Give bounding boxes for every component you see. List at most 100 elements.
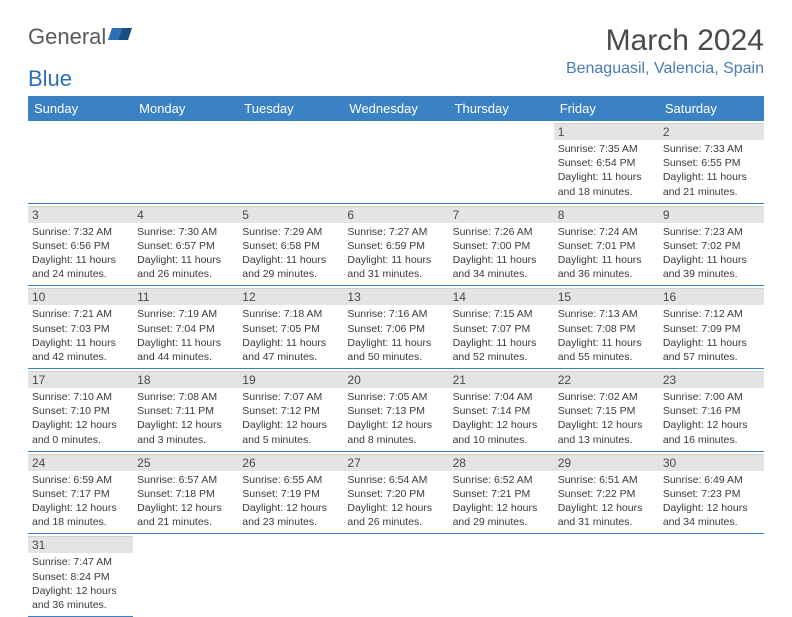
sunset-line: Sunset: 7:17 PM [32, 487, 129, 501]
calendar-row: 1Sunrise: 7:35 AMSunset: 6:54 PMDaylight… [28, 121, 764, 203]
logo: General [28, 24, 136, 50]
sunrise-line: Sunrise: 7:27 AM [347, 225, 444, 239]
day-number: 19 [238, 371, 343, 388]
sunrise-line: Sunrise: 6:57 AM [137, 473, 234, 487]
empty-cell [238, 121, 343, 203]
daylight-line: Daylight: 11 hours and 44 minutes. [137, 336, 234, 364]
daylight-line: Daylight: 12 hours and 34 minutes. [663, 501, 760, 529]
day-number: 21 [449, 371, 554, 388]
sunrise-line: Sunrise: 7:23 AM [663, 225, 760, 239]
day-number: 3 [28, 206, 133, 223]
empty-cell [449, 121, 554, 203]
day-cell: 21Sunrise: 7:04 AMSunset: 7:14 PMDayligh… [449, 369, 554, 452]
day-number: 20 [343, 371, 448, 388]
daylight-line: Daylight: 11 hours and 47 minutes. [242, 336, 339, 364]
sunrise-line: Sunrise: 7:47 AM [32, 555, 129, 569]
sunset-line: Sunset: 7:20 PM [347, 487, 444, 501]
weekday-header: Wednesday [343, 96, 448, 121]
daylight-line: Daylight: 11 hours and 57 minutes. [663, 336, 760, 364]
sunset-line: Sunset: 6:56 PM [32, 239, 129, 253]
day-cell: 31Sunrise: 7:47 AMSunset: 8:24 PMDayligh… [28, 534, 133, 617]
daylight-line: Daylight: 12 hours and 26 minutes. [347, 501, 444, 529]
daylight-line: Daylight: 11 hours and 34 minutes. [453, 253, 550, 281]
empty-cell [659, 534, 764, 617]
day-number: 4 [133, 206, 238, 223]
flag-icon [108, 24, 134, 50]
daylight-line: Daylight: 11 hours and 52 minutes. [453, 336, 550, 364]
sunrise-line: Sunrise: 6:59 AM [32, 473, 129, 487]
day-number: 25 [133, 454, 238, 471]
day-number: 6 [343, 206, 448, 223]
sunset-line: Sunset: 7:01 PM [558, 239, 655, 253]
day-cell: 26Sunrise: 6:55 AMSunset: 7:19 PMDayligh… [238, 451, 343, 534]
sunrise-line: Sunrise: 7:24 AM [558, 225, 655, 239]
empty-cell [28, 121, 133, 203]
day-number: 13 [343, 288, 448, 305]
logo-text-general: General [28, 24, 106, 50]
daylight-line: Daylight: 12 hours and 21 minutes. [137, 501, 234, 529]
daylight-line: Daylight: 12 hours and 0 minutes. [32, 418, 129, 446]
day-cell: 5Sunrise: 7:29 AMSunset: 6:58 PMDaylight… [238, 203, 343, 286]
weekday-header: Thursday [449, 96, 554, 121]
sunset-line: Sunset: 7:21 PM [453, 487, 550, 501]
day-cell: 8Sunrise: 7:24 AMSunset: 7:01 PMDaylight… [554, 203, 659, 286]
calendar-row: 3Sunrise: 7:32 AMSunset: 6:56 PMDaylight… [28, 203, 764, 286]
daylight-line: Daylight: 11 hours and 26 minutes. [137, 253, 234, 281]
sunrise-line: Sunrise: 7:12 AM [663, 307, 760, 321]
day-cell: 25Sunrise: 6:57 AMSunset: 7:18 PMDayligh… [133, 451, 238, 534]
day-cell: 11Sunrise: 7:19 AMSunset: 7:04 PMDayligh… [133, 286, 238, 369]
day-cell: 22Sunrise: 7:02 AMSunset: 7:15 PMDayligh… [554, 369, 659, 452]
daylight-line: Daylight: 11 hours and 21 minutes. [663, 170, 760, 198]
day-number: 18 [133, 371, 238, 388]
daylight-line: Daylight: 11 hours and 39 minutes. [663, 253, 760, 281]
logo-text-blue: Blue [28, 66, 764, 92]
empty-cell [343, 121, 448, 203]
day-number: 28 [449, 454, 554, 471]
sunrise-line: Sunrise: 7:00 AM [663, 390, 760, 404]
daylight-line: Daylight: 12 hours and 29 minutes. [453, 501, 550, 529]
day-number: 14 [449, 288, 554, 305]
weekday-header: Saturday [659, 96, 764, 121]
day-number: 1 [554, 123, 659, 140]
daylight-line: Daylight: 11 hours and 24 minutes. [32, 253, 129, 281]
day-number: 23 [659, 371, 764, 388]
daylight-line: Daylight: 12 hours and 16 minutes. [663, 418, 760, 446]
sunset-line: Sunset: 7:10 PM [32, 404, 129, 418]
sunset-line: Sunset: 7:23 PM [663, 487, 760, 501]
day-cell: 19Sunrise: 7:07 AMSunset: 7:12 PMDayligh… [238, 369, 343, 452]
day-cell: 16Sunrise: 7:12 AMSunset: 7:09 PMDayligh… [659, 286, 764, 369]
day-cell: 17Sunrise: 7:10 AMSunset: 7:10 PMDayligh… [28, 369, 133, 452]
daylight-line: Daylight: 12 hours and 36 minutes. [32, 584, 129, 612]
sunset-line: Sunset: 7:14 PM [453, 404, 550, 418]
daylight-line: Daylight: 12 hours and 13 minutes. [558, 418, 655, 446]
sunrise-line: Sunrise: 7:26 AM [453, 225, 550, 239]
day-cell: 12Sunrise: 7:18 AMSunset: 7:05 PMDayligh… [238, 286, 343, 369]
empty-cell [238, 534, 343, 617]
daylight-line: Daylight: 12 hours and 3 minutes. [137, 418, 234, 446]
sunrise-line: Sunrise: 7:18 AM [242, 307, 339, 321]
sunrise-line: Sunrise: 6:49 AM [663, 473, 760, 487]
sunrise-line: Sunrise: 6:54 AM [347, 473, 444, 487]
day-number: 29 [554, 454, 659, 471]
sunset-line: Sunset: 7:09 PM [663, 322, 760, 336]
empty-cell [343, 534, 448, 617]
sunset-line: Sunset: 7:08 PM [558, 322, 655, 336]
empty-cell [133, 121, 238, 203]
day-cell: 23Sunrise: 7:00 AMSunset: 7:16 PMDayligh… [659, 369, 764, 452]
empty-cell [133, 534, 238, 617]
day-cell: 6Sunrise: 7:27 AMSunset: 6:59 PMDaylight… [343, 203, 448, 286]
day-cell: 4Sunrise: 7:30 AMSunset: 6:57 PMDaylight… [133, 203, 238, 286]
day-cell: 13Sunrise: 7:16 AMSunset: 7:06 PMDayligh… [343, 286, 448, 369]
sunset-line: Sunset: 7:07 PM [453, 322, 550, 336]
sunset-line: Sunset: 7:02 PM [663, 239, 760, 253]
day-cell: 2Sunrise: 7:33 AMSunset: 6:55 PMDaylight… [659, 121, 764, 203]
sunrise-line: Sunrise: 7:02 AM [558, 390, 655, 404]
weekday-header: Monday [133, 96, 238, 121]
day-number: 12 [238, 288, 343, 305]
weekday-header: Sunday [28, 96, 133, 121]
day-cell: 3Sunrise: 7:32 AMSunset: 6:56 PMDaylight… [28, 203, 133, 286]
day-number: 24 [28, 454, 133, 471]
daylight-line: Daylight: 12 hours and 18 minutes. [32, 501, 129, 529]
sunset-line: Sunset: 7:00 PM [453, 239, 550, 253]
day-number: 17 [28, 371, 133, 388]
